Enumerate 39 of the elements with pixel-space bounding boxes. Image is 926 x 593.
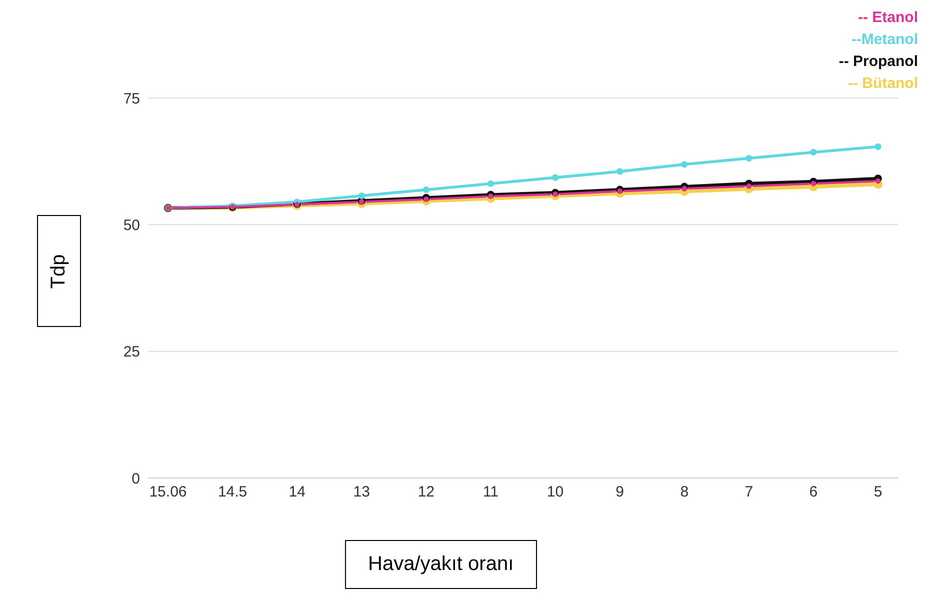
text: --Metanol bbox=[851, 30, 918, 50]
y-axis-title: Tdp bbox=[48, 254, 70, 288]
y-tick-label: 0 bbox=[132, 470, 140, 488]
x-tick-label: 12 bbox=[418, 484, 435, 501]
x-tick-label: 11 bbox=[482, 484, 499, 501]
point bbox=[682, 186, 688, 192]
text: -- Etanol bbox=[858, 8, 918, 28]
x-tick-label: 10 bbox=[546, 484, 564, 501]
x-tick-label: 14.5 bbox=[218, 484, 248, 501]
x-tick-label: 7 bbox=[744, 484, 754, 501]
point bbox=[422, 186, 430, 194]
point bbox=[423, 196, 429, 202]
y-tick-label: 75 bbox=[123, 90, 140, 108]
y-tick-label: 25 bbox=[123, 344, 140, 361]
point bbox=[358, 199, 364, 205]
point bbox=[875, 178, 881, 184]
point bbox=[487, 180, 494, 187]
text: -- Propanol bbox=[838, 52, 918, 72]
x-axis-title: Hava/yakıt oranı bbox=[345, 540, 537, 589]
text: -- Bütanol bbox=[848, 74, 918, 94]
point bbox=[810, 148, 817, 156]
point bbox=[746, 183, 752, 189]
x-tick-label: 6 bbox=[809, 484, 818, 501]
x-tick-label: 14 bbox=[288, 484, 306, 501]
x-tick-label: 5 bbox=[874, 484, 882, 501]
point bbox=[681, 161, 688, 168]
point bbox=[746, 154, 752, 162]
point bbox=[810, 180, 816, 186]
x-tick-label: 9 bbox=[616, 484, 624, 501]
point bbox=[358, 192, 365, 200]
point bbox=[488, 194, 494, 199]
x-tick-label: 8 bbox=[680, 484, 689, 501]
point bbox=[874, 143, 882, 150]
x-tick-label: 13 bbox=[353, 484, 370, 501]
point bbox=[616, 168, 624, 175]
point bbox=[552, 174, 559, 181]
y-tick-label: 50 bbox=[123, 216, 140, 234]
x-tick-label: 15.06 bbox=[149, 484, 187, 501]
point bbox=[617, 188, 623, 194]
